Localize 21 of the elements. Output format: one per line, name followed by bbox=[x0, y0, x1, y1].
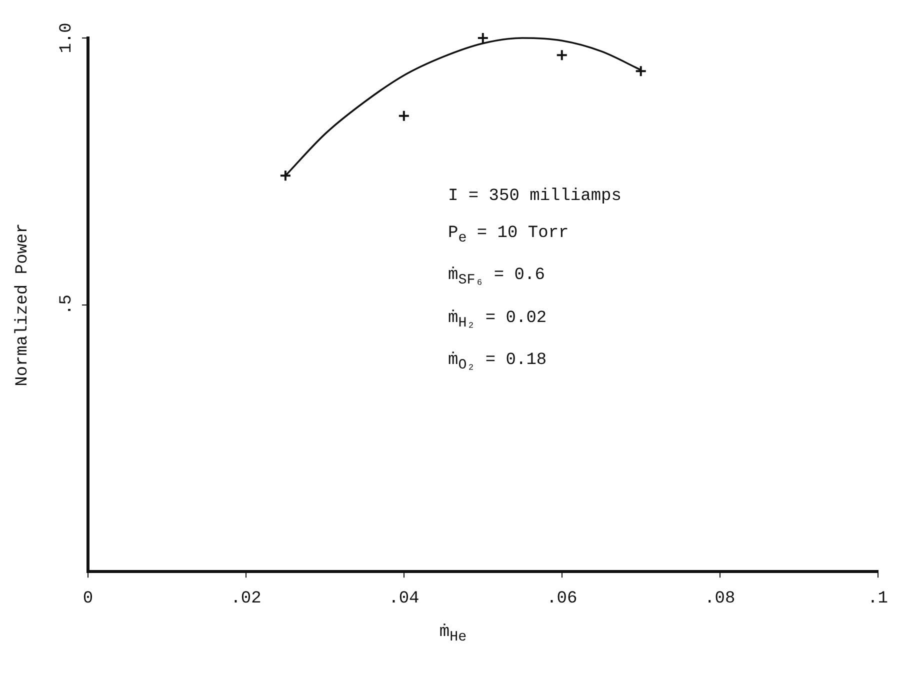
point bbox=[398, 110, 410, 122]
x-tick-label: .08 bbox=[704, 589, 736, 608]
point bbox=[476, 32, 489, 44]
y-tick-label: .5 bbox=[58, 294, 76, 316]
annotation: ṁ$_{O₂}$ = 0.18 bbox=[448, 350, 548, 376]
x-tick-label: .1 bbox=[868, 589, 888, 608]
annotation: ṁ$_{SF₆}$ = 0.6 bbox=[448, 265, 546, 291]
x-axis-title: ṁ$_{He}$ bbox=[438, 623, 468, 646]
x-tick-label: .04 bbox=[388, 589, 420, 608]
line-series bbox=[284, 37, 642, 177]
point bbox=[556, 49, 568, 62]
annotation: ṁ$_{H₂}$ = 0.02 bbox=[448, 308, 548, 334]
x-tick-label: .02 bbox=[230, 589, 262, 608]
x-tick-label: 0 bbox=[82, 589, 94, 608]
y-tick-label: 1.0 bbox=[58, 22, 76, 54]
annotation: I = 350 milliamps bbox=[448, 186, 622, 208]
annotation: P$_{e}$ = 10 Torr bbox=[448, 223, 570, 248]
point bbox=[279, 170, 292, 182]
y-axis-title: Normalized Power bbox=[14, 223, 33, 386]
point bbox=[634, 65, 647, 78]
x-tick-label: .06 bbox=[546, 589, 578, 608]
